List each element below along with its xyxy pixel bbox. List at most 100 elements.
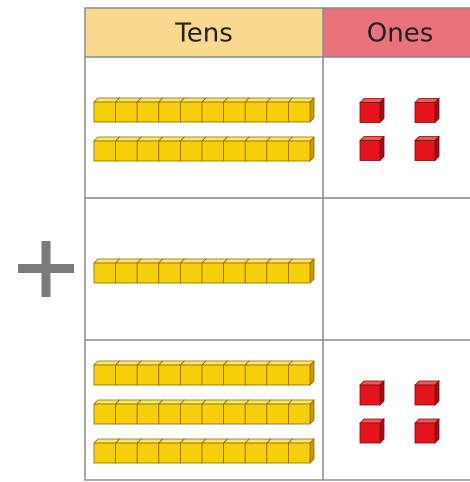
cube-face: [266, 403, 289, 425]
cube-face: [244, 442, 268, 464]
cube-face: [158, 442, 181, 464]
cube-face: [266, 442, 289, 464]
cube-face: [136, 442, 160, 464]
cube-face: [266, 101, 289, 123]
one-cube: [359, 97, 385, 124]
cube-side: [309, 399, 315, 425]
cube-face: [414, 102, 436, 123]
cube-face: [158, 403, 181, 425]
cube-face: [115, 364, 138, 386]
cube-face: [93, 442, 117, 464]
cube-face: [244, 403, 268, 425]
tens-header-bg: [85, 8, 323, 57]
cube-face: [136, 364, 160, 386]
one-cube: [359, 418, 385, 444]
cube-side: [309, 136, 315, 162]
cube-face: [93, 262, 117, 284]
cube-face: [115, 262, 138, 284]
cube-face: [201, 101, 225, 123]
cube-face: [179, 140, 203, 162]
cube-side: [309, 97, 315, 123]
cube-face: [244, 140, 268, 162]
cube-face: [136, 101, 160, 123]
ones-header: Ones: [367, 19, 434, 49]
cube-face: [158, 364, 181, 386]
ten-rod: [93, 360, 315, 386]
cube-face: [287, 101, 311, 123]
cube-face: [414, 422, 436, 444]
cube-face: [359, 384, 381, 406]
cube-face: [93, 364, 117, 386]
cube-face: [136, 403, 160, 425]
table-grid: [84, 7, 470, 481]
cube-face: [179, 403, 203, 425]
cube-side: [434, 135, 440, 162]
plus-sign: [18, 241, 74, 297]
cube-face: [158, 101, 181, 123]
cube-face: [287, 403, 311, 425]
cube-face: [223, 403, 246, 425]
cube-face: [287, 364, 311, 386]
cube-face: [201, 442, 225, 464]
ten-rod: [93, 438, 315, 464]
cube-face: [287, 140, 311, 162]
cube-face: [115, 403, 138, 425]
cube-side: [309, 360, 315, 386]
ten-rod: [93, 97, 315, 123]
tens-header: Tens: [174, 19, 232, 49]
one-cube: [414, 380, 440, 406]
cube-face: [201, 262, 225, 284]
ten-rod: [93, 258, 315, 284]
cube-side: [379, 418, 385, 444]
cube-face: [201, 364, 225, 386]
cube-face: [287, 262, 311, 284]
cube-face: [359, 422, 381, 444]
cube-face: [359, 140, 381, 161]
cube-face: [359, 102, 381, 123]
cube-face: [136, 140, 160, 162]
cube-face: [414, 384, 436, 406]
cube-side: [379, 380, 385, 406]
cube-face: [93, 140, 117, 162]
ten-rod: [93, 399, 315, 425]
cube-side: [309, 438, 315, 464]
cube-face: [244, 101, 268, 123]
cube-face: [115, 442, 138, 464]
one-cube: [414, 97, 440, 124]
cube-face: [244, 364, 268, 386]
cube-face: [287, 442, 311, 464]
cube-side: [434, 418, 440, 444]
cube-face: [223, 364, 246, 386]
cube-face: [93, 101, 117, 123]
cube-face: [179, 101, 203, 123]
cube-face: [201, 140, 225, 162]
cube-face: [136, 262, 160, 284]
cube-face: [223, 101, 246, 123]
cube-side: [434, 380, 440, 406]
cube-face: [179, 364, 203, 386]
cube-face: [223, 442, 246, 464]
cube-face: [115, 140, 138, 162]
cube-face: [414, 140, 436, 161]
one-cube: [414, 135, 440, 162]
cube-face: [223, 140, 246, 162]
one-cube: [414, 418, 440, 444]
cube-face: [179, 262, 203, 284]
ten-rod: [93, 136, 315, 162]
one-cube: [359, 135, 385, 162]
cube-face: [158, 140, 181, 162]
cube-face: [266, 140, 289, 162]
cube-face: [266, 262, 289, 284]
cube-face: [115, 101, 138, 123]
cube-face: [179, 442, 203, 464]
cube-side: [434, 97, 440, 124]
cube-face: [93, 403, 117, 425]
one-cube: [359, 380, 385, 406]
cube-face: [201, 403, 225, 425]
ones-header-bg: [323, 8, 470, 57]
cube-face: [244, 262, 268, 284]
cube-face: [158, 262, 181, 284]
cube-side: [379, 97, 385, 124]
cube-face: [266, 364, 289, 386]
